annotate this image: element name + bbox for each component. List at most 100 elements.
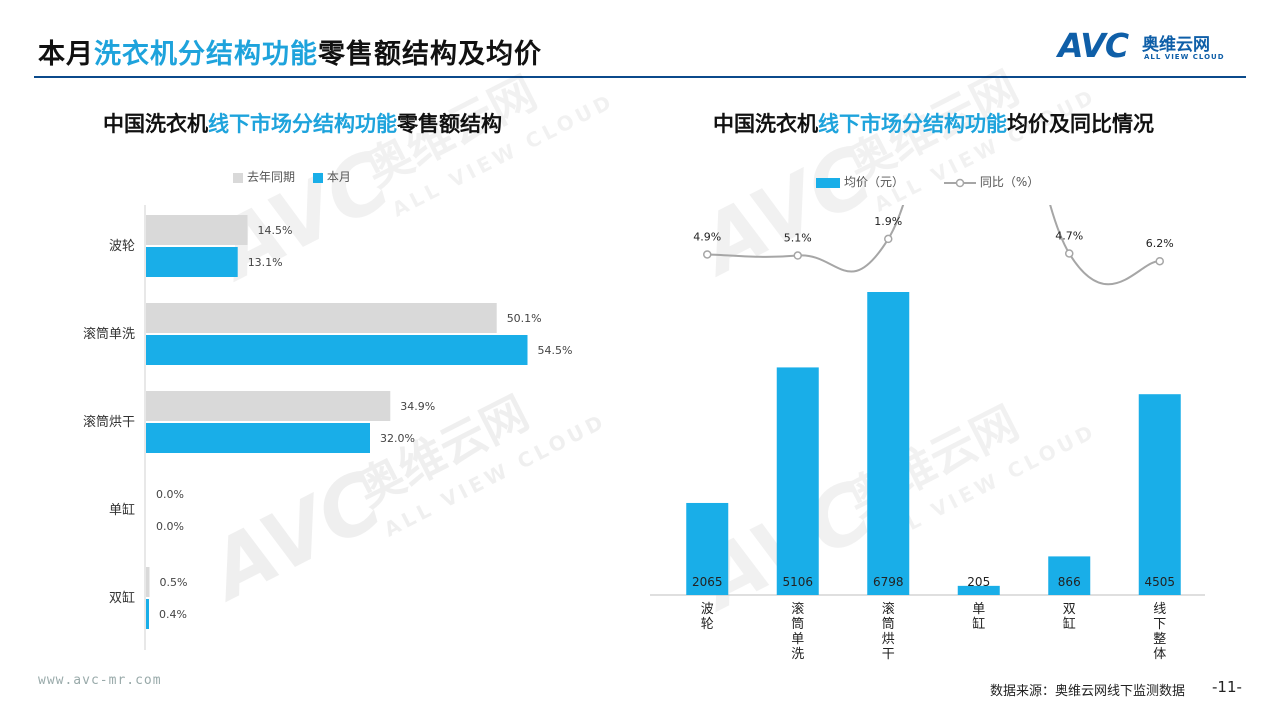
footer-url: www.avc-mr.com <box>38 673 162 688</box>
right-category-label: 滚 <box>791 601 804 617</box>
left-data-label: 13.1% <box>248 256 283 269</box>
legend-label-yoy: 同比（%） <box>979 175 1040 189</box>
right-category-label: 缸 <box>1063 616 1076 632</box>
left-bar-chart: 波轮 14.5% 13.1% 滚筒单洗 50.1% 54.5% 滚筒烘干 34.9% 32.0%… <box>83 205 573 650</box>
yoy-point <box>793 251 802 260</box>
page-title: 本月洗衣机分结构功能零售额结构及均价 <box>38 32 542 71</box>
footer-source: 数据来源：奥维云网线下监测数据 <box>990 684 1186 699</box>
right-chart-title: 中国洗衣机线下市场分结构功能均价及同比情况 <box>713 108 1154 138</box>
right-title-suffix: 均价及同比情况 <box>1007 112 1154 136</box>
logo-mark: AVC <box>1058 26 1129 65</box>
left-bar <box>146 567 150 597</box>
left-data-label: 0.0% <box>156 488 184 501</box>
left-data-label: 0.0% <box>156 520 184 533</box>
right-category-label: 滚 <box>882 601 895 617</box>
title-suffix: 零售额结构及均价 <box>318 39 542 70</box>
yoy-value-label: 6.2% <box>1146 237 1174 250</box>
logo-en-text: ALL VIEW CLOUD <box>1144 53 1225 61</box>
price-bar <box>957 585 1000 595</box>
right-category-label: 干 <box>882 647 895 662</box>
avc-logo: AVC 奥维云网 ALL VIEW CLOUD <box>1058 26 1248 66</box>
left-data-label: 0.4% <box>159 608 187 621</box>
right-category-label: 缸 <box>972 616 985 632</box>
yoy-point <box>703 250 712 259</box>
right-category-label: 单 <box>791 632 804 647</box>
price-value-label: 4505 <box>1144 575 1175 589</box>
header-divider <box>34 76 1246 78</box>
right-title-highlight: 线下市场分结构功能 <box>818 112 1007 136</box>
left-bar <box>146 215 248 245</box>
left-category-label: 滚筒烘干 <box>83 414 135 430</box>
left-data-label: 32.0% <box>380 432 415 445</box>
left-category-label: 滚筒单洗 <box>83 326 135 342</box>
right-category-label: 下 <box>1153 617 1166 632</box>
right-category-label: 烘 <box>882 632 895 647</box>
right-category-label: 洗 <box>791 647 804 662</box>
price-value-label: 205 <box>967 575 990 589</box>
price-value-label: 6798 <box>873 575 904 589</box>
right-category-label: 轮 <box>701 617 714 632</box>
price-bar <box>1048 556 1091 595</box>
page-number: -11- <box>1212 678 1242 696</box>
yoy-point <box>884 234 893 244</box>
right-category-label: 线 <box>1153 602 1166 617</box>
legend-swatch-this-month <box>312 172 323 183</box>
yoy-value-label: 5.1% <box>784 232 812 245</box>
yoy-line <box>707 205 1160 286</box>
title-highlight: 洗衣机分结构功能 <box>94 39 318 70</box>
left-data-label: 14.5% <box>258 224 293 237</box>
price-value-label: 866 <box>1058 575 1081 589</box>
price-bar <box>776 367 819 595</box>
left-category-label: 波轮 <box>109 239 135 254</box>
right-title-prefix: 中国洗衣机 <box>713 112 818 136</box>
logo-cn-text: 奥维云网 <box>1142 35 1210 55</box>
left-bar <box>146 247 238 277</box>
left-bar <box>146 599 149 629</box>
legend-item-last-year: 去年同期 <box>233 168 295 185</box>
title-prefix: 本月 <box>38 39 94 70</box>
left-data-label: 34.9% <box>400 400 435 413</box>
yoy-value-label: 1.9% <box>874 215 902 228</box>
legend-item-avg-price: 均价（元） <box>816 173 904 190</box>
legend-label-avg-price: 均价（元） <box>844 175 905 189</box>
right-combo-chart: 2065波轮5106滚筒单洗6798滚筒烘干205单缸866双缸4505线下整体… <box>650 205 1205 662</box>
left-data-label: 0.5% <box>160 576 188 589</box>
left-bar <box>146 391 391 421</box>
legend-swatch-last-year <box>233 172 243 183</box>
left-category-label: 单缸 <box>109 502 135 518</box>
legend-line-icon <box>943 178 976 187</box>
right-category-label: 整 <box>1153 632 1166 647</box>
yoy-value-label: 4.9% <box>693 230 721 243</box>
left-title-suffix: 零售额结构 <box>397 112 502 136</box>
yoy-point <box>1065 249 1074 258</box>
right-category-label: 体 <box>1153 647 1166 662</box>
legend-item-this-month: 本月 <box>312 168 351 185</box>
legend-swatch-avg-price <box>816 177 840 188</box>
legend-label-last-year: 去年同期 <box>247 170 296 184</box>
right-category-label: 双 <box>1063 602 1076 617</box>
price-bar <box>686 502 729 595</box>
left-chart-title: 中国洗衣机线下市场分结构功能零售额结构 <box>103 108 502 138</box>
right-legend: 均价（元） 同比（%） <box>816 173 1053 190</box>
right-category-label: 波 <box>701 602 714 617</box>
left-category-label: 双缸 <box>109 590 135 606</box>
left-title-highlight: 线下市场分结构功能 <box>208 112 397 136</box>
left-legend: 去年同期 本月 <box>233 168 365 185</box>
price-bar <box>867 292 910 595</box>
svg-text:ALL VIEW CLOUD: ALL VIEW CLOUD <box>870 83 1100 216</box>
price-value-label: 5106 <box>782 575 813 589</box>
right-category-label: 单 <box>972 602 985 617</box>
left-title-prefix: 中国洗衣机 <box>103 112 208 136</box>
yoy-point <box>1155 256 1164 266</box>
price-value-label: 2065 <box>692 575 723 589</box>
left-bar <box>146 335 528 365</box>
right-category-label: 筒 <box>882 616 895 632</box>
left-data-label: 50.1% <box>507 312 542 325</box>
legend-label-this-month: 本月 <box>326 170 351 184</box>
yoy-value-label: 4.7% <box>1055 229 1083 242</box>
right-category-label: 筒 <box>791 616 804 632</box>
price-bar <box>1138 394 1181 595</box>
left-bar <box>146 303 497 333</box>
left-data-label: 54.5% <box>538 344 573 357</box>
legend-item-yoy: 同比（%） <box>943 173 1040 190</box>
